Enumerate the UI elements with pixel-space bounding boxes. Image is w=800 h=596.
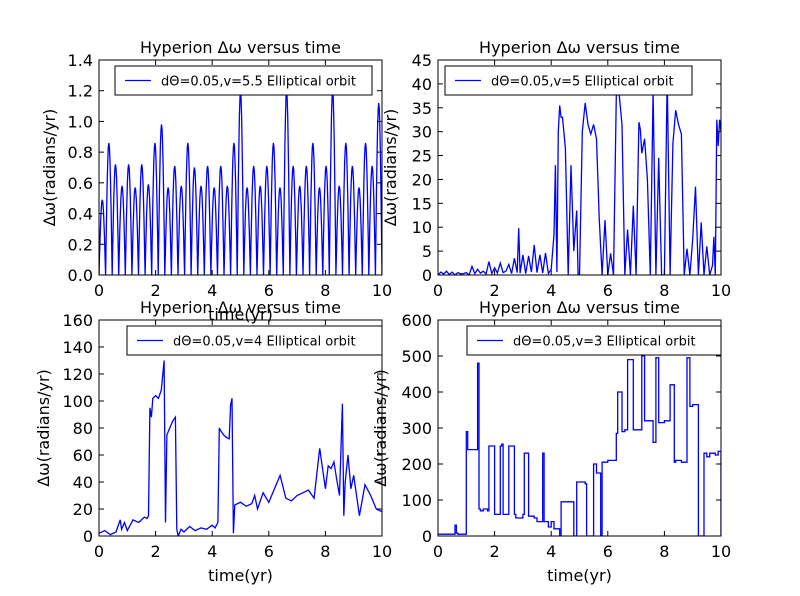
x-tick-label: 0 [94,281,104,300]
y-tick-label: 400 [401,383,432,402]
x-tick-label: 4 [207,542,217,561]
y-tick-label: 10 [412,218,432,237]
chart-title: Hyperion Δω versus time [140,298,341,317]
series-line [99,360,382,536]
y-tick-label: 1.4 [68,51,93,70]
series-line [99,90,382,275]
y-tick-label: 120 [62,365,93,384]
y-tick-label: 100 [62,392,93,411]
x-tick-label: 6 [603,542,613,561]
y-tick-label: 300 [401,419,432,438]
x-axis-label: time(yr) [547,566,612,585]
plot-frame [98,59,383,276]
y-axis-label: Δω(radians/yr) [40,109,59,227]
y-tick-label: 100 [401,491,432,510]
y-tick-label: 0.4 [68,205,93,224]
x-tick-label: 10 [711,542,731,561]
y-tick-label: 80 [73,419,93,438]
y-tick-label: 500 [401,347,432,366]
y-tick-label: 1.0 [68,112,93,131]
legend: dΘ=0.05,v=3 Elliptical orbit [466,325,722,356]
legend: dΘ=0.05,v=5 Elliptical orbit [444,65,693,96]
legend-label: dΘ=0.05,v=4 Elliptical orbit [173,335,356,350]
chart-title: Hyperion Δω versus time [479,298,680,317]
plot-frame [437,59,722,276]
x-tick-label: 10 [372,281,392,300]
x-tick-label: 0 [433,281,443,300]
x-tick-label: 2 [490,281,500,300]
x-tick-label: 8 [659,281,669,300]
y-tick-label: 20 [412,170,432,189]
y-tick-label: 1.2 [68,82,93,101]
x-axis-label: time(yr) [208,305,273,324]
x-tick-label: 10 [711,281,731,300]
y-tick-label: 35 [412,99,432,118]
y-axis-label: Δω(radians/yr) [381,109,400,227]
y-axis-label: Δω(radians/yr) [34,369,53,487]
x-tick-label: 2 [151,281,161,300]
y-tick-label: 0.6 [68,174,93,193]
y-tick-label: 45 [412,51,432,70]
x-tick-label: 0 [433,542,443,561]
legend-box [466,325,722,356]
y-tick-label: 0 [422,266,432,285]
x-tick-label: 8 [659,542,669,561]
y-tick-label: 40 [73,473,93,492]
x-axis-label: time(yr) [208,566,273,585]
chart-title: Hyperion Δω versus time [140,38,341,57]
series-line [438,76,721,275]
legend: dΘ=0.05,v=5.5 Elliptical orbit [114,65,373,96]
legend-box [444,65,693,96]
legend-label: dΘ=0.05,v=3 Elliptical orbit [513,335,696,350]
legend: dΘ=0.05,v=4 Elliptical orbit [126,325,383,356]
y-tick-label: 15 [412,194,432,213]
y-tick-label: 200 [401,455,432,474]
y-tick-label: 140 [62,338,93,357]
series-line [438,355,721,536]
y-tick-label: 600 [401,311,432,330]
x-tick-label: 8 [320,281,330,300]
y-tick-label: 0 [422,527,432,546]
legend-label: dΘ=0.05,v=5.5 Elliptical orbit [161,75,356,90]
y-tick-label: 0.8 [68,143,93,162]
x-tick-label: 0 [94,542,104,561]
x-tick-label: 2 [490,542,500,561]
y-tick-label: 0.0 [68,266,93,285]
x-tick-label: 4 [207,281,217,300]
x-tick-label: 8 [320,542,330,561]
legend-box [114,65,373,96]
y-tick-label: 30 [412,123,432,142]
x-tick-label: 10 [372,542,392,561]
x-tick-label: 4 [546,281,556,300]
y-tick-label: 0.2 [68,235,93,254]
y-tick-label: 25 [412,147,432,166]
x-tick-label: 6 [264,542,274,561]
legend-box [126,325,383,356]
y-tick-label: 40 [412,75,432,94]
y-tick-label: 0 [83,527,93,546]
chart-title: Hyperion Δω versus time [479,38,680,57]
chart-panel-2: 0 2 4 6 8 10 0 5 10 15 20 25 30 35 40 45 Hyperion Δω ver… [381,38,731,300]
x-tick-label: 2 [151,542,161,561]
x-tick-label: 6 [264,281,274,300]
y-tick-label: 160 [62,311,93,330]
legend-label: dΘ=0.05,v=5 Elliptical orbit [491,75,674,90]
y-axis-label: Δω(radians/yr) [371,369,390,487]
y-tick-label: 60 [73,446,93,465]
y-tick-label: 20 [73,500,93,519]
x-tick-label: 6 [603,281,613,300]
x-tick-label: 4 [546,542,556,561]
chart-panel-1: 0 2 4 6 8 10 0.0 0.2 0.4 0.6 0.8 1.0 1.2 1.4 Hyperion … [40,38,392,324]
y-tick-label: 5 [422,242,432,261]
